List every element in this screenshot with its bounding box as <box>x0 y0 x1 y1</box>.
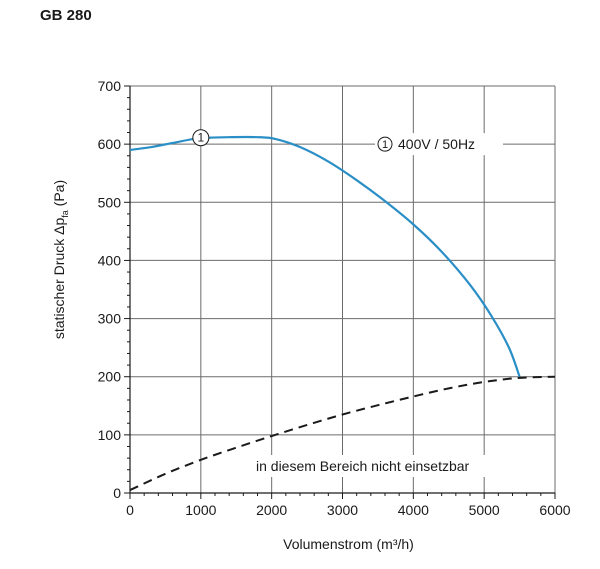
x-tick-label: 1000 <box>185 502 216 518</box>
curve-marker-circle <box>192 129 210 147</box>
annotation-background <box>249 455 529 477</box>
x-axis-label: Volumenstrom (m³/h) <box>283 536 414 552</box>
x-tick-labels: 0 1000 2000 3000 4000 5000 6000 <box>126 502 571 518</box>
y-tick-label: 0 <box>113 485 121 501</box>
annotation-text: in diesem Bereich nicht einsetzbar <box>256 458 470 474</box>
legend-text: 400V / 50Hz <box>398 136 475 152</box>
y-tick-label: 500 <box>98 194 122 210</box>
page-title: GB 280 <box>40 7 92 24</box>
y-axis-label-sub: fa <box>60 210 70 218</box>
y-tick-label: 700 <box>98 78 122 94</box>
x-tick-label: 4000 <box>398 502 429 518</box>
curve-marker: 1 <box>192 129 210 147</box>
y-tick-labels: 0 100 200 300 400 500 600 700 <box>98 78 122 501</box>
legend-marker-label: 1 <box>382 139 388 151</box>
x-tick-label: 3000 <box>327 502 358 518</box>
x-tick-label: 5000 <box>469 502 500 518</box>
y-tick-label: 400 <box>98 252 122 268</box>
axes <box>124 85 556 499</box>
y-axis-label-main: statischer Druck Δp <box>51 218 67 340</box>
series-line-fan-curve <box>129 135 521 378</box>
x-tick-label: 6000 <box>539 502 570 518</box>
y-axis-label: statischer Druck Δpfa (Pa) <box>51 180 70 339</box>
legend-marker-circle <box>377 136 393 152</box>
x-tick-label: 2000 <box>256 502 287 518</box>
y-tick-label: 200 <box>98 369 122 385</box>
y-tick-label: 300 <box>98 311 122 327</box>
y-axis-label-unit: (Pa) <box>51 180 67 210</box>
curve-marker-label: 1 <box>197 131 204 145</box>
series-lines <box>129 135 556 492</box>
legend: 1 400V / 50Hz <box>375 133 503 156</box>
x-tick-label: 0 <box>126 502 134 518</box>
y-tick-label: 100 <box>98 427 122 443</box>
annotation: in diesem Bereich nicht einsetzbar <box>249 455 529 477</box>
series-line-limit <box>129 375 556 492</box>
y-tick-label: 600 <box>98 136 122 152</box>
legend-background <box>375 133 503 156</box>
